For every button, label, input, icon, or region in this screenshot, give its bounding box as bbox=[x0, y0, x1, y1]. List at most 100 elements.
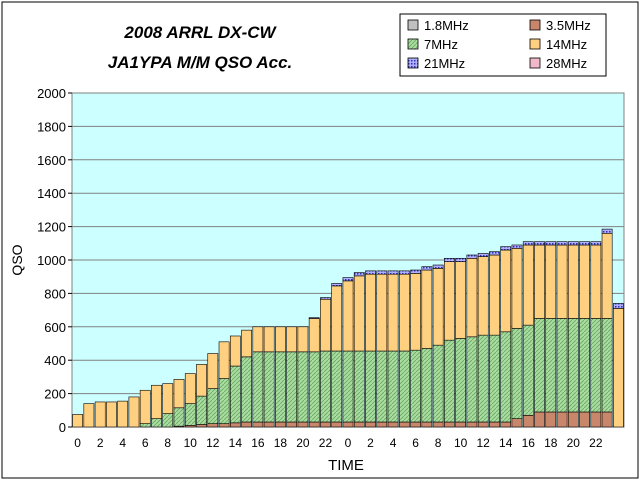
bar-segment-7mhz bbox=[477, 334, 489, 423]
x-tick-label: 12 bbox=[477, 436, 491, 450]
bar-segment-7mhz bbox=[207, 388, 219, 424]
bar-segment-21mhz bbox=[477, 253, 489, 257]
y-tick-label: 1400 bbox=[37, 186, 66, 201]
bar-segment-7mhz bbox=[331, 350, 343, 423]
bar-segment-3-5mhz bbox=[365, 421, 376, 428]
bar-segment-3-5mhz bbox=[489, 421, 500, 428]
bar-segment-7mhz bbox=[534, 318, 545, 413]
bar-segment-21mhz bbox=[455, 258, 467, 262]
bar-segment-3-5mhz bbox=[275, 421, 286, 428]
x-tick-label: 20 bbox=[567, 436, 581, 450]
bar-segment-3-5mhz bbox=[590, 411, 602, 428]
bar-segment-21mhz bbox=[466, 254, 478, 259]
bar-segment-3-5mhz bbox=[331, 421, 343, 428]
bar-segment-7mhz bbox=[511, 328, 523, 419]
y-tick-label: 400 bbox=[44, 353, 66, 368]
x-tick-label: 14 bbox=[499, 436, 513, 450]
bar-segment-14mhz bbox=[353, 275, 365, 352]
legend-label: 28MHz bbox=[546, 56, 587, 71]
bar-segment-7mhz bbox=[263, 351, 275, 423]
bar-segment-3-5mhz bbox=[534, 411, 545, 428]
bar-segment-14mhz bbox=[252, 326, 264, 353]
bar-segment-3-5mhz bbox=[556, 411, 568, 428]
bar-segment-3-5mhz bbox=[466, 421, 478, 428]
bar-segment-7mhz bbox=[275, 351, 286, 423]
bar-segment-14mhz bbox=[196, 364, 207, 397]
x-tick-label: 18 bbox=[274, 436, 288, 450]
bar-segment-3-5mhz bbox=[444, 421, 455, 428]
bar-segment-14mhz bbox=[207, 353, 219, 389]
bar-segment-3-5mhz bbox=[387, 421, 399, 428]
bar-segment-21mhz bbox=[590, 241, 602, 246]
legend-swatch bbox=[407, 19, 419, 31]
bar-segment-14mhz bbox=[612, 308, 624, 428]
y-tick-label: 800 bbox=[44, 286, 66, 301]
y-tick-label: 0 bbox=[59, 420, 66, 435]
y-tick-label: 600 bbox=[44, 320, 66, 335]
bar-segment-7mhz bbox=[353, 350, 365, 423]
bar-segment-21mhz bbox=[500, 246, 512, 251]
chart-title-line1: 2008 ARRL DX-CW bbox=[123, 23, 277, 42]
bar-segment-3-5mhz bbox=[455, 421, 467, 428]
bar-segment-14mhz bbox=[128, 396, 140, 428]
x-axis: 0 2 4 6 8 10 12 14 16 18 20 22 0 2 4 6 8 10 12 14 16 18 20 22 bbox=[74, 436, 603, 450]
x-tick-label: 12 bbox=[206, 436, 220, 450]
bar-segment-21mhz bbox=[398, 270, 410, 275]
bar-segment-21mhz bbox=[421, 266, 433, 271]
bar-segment-14mhz bbox=[511, 248, 523, 329]
bar-segment-3-5mhz bbox=[398, 421, 410, 428]
y-tick-label: 1000 bbox=[37, 253, 66, 268]
bar-segment-7mhz bbox=[376, 350, 388, 423]
x-tick-label: 8 bbox=[164, 436, 171, 450]
bar-segment-14mhz bbox=[139, 389, 151, 424]
y-tick-label: 2000 bbox=[37, 86, 66, 101]
x-tick-label: 16 bbox=[251, 436, 265, 450]
legend-label: 3.5MHz bbox=[546, 18, 591, 33]
bar-segment-3-5mhz bbox=[421, 421, 433, 428]
bar-segment-7mhz bbox=[218, 378, 230, 424]
bar-segment-7mhz bbox=[286, 351, 298, 423]
bar-segment-14mhz bbox=[601, 232, 613, 319]
bar-segment-14mhz bbox=[218, 341, 230, 379]
bar-segment-14mhz bbox=[151, 384, 162, 419]
bar-segment-14mhz bbox=[94, 401, 106, 428]
bar-segment-7mhz bbox=[229, 365, 241, 424]
bar-segment-14mhz bbox=[117, 400, 129, 428]
bar-segment-21mhz bbox=[579, 241, 590, 246]
bar-segment-3-5mhz bbox=[229, 422, 241, 428]
bar-segment-21mhz bbox=[534, 241, 545, 246]
bar-segment-21mhz bbox=[545, 241, 557, 246]
bar-segment-14mhz bbox=[83, 403, 95, 428]
bar-segment-14mhz bbox=[432, 268, 444, 346]
bar-segment-7mhz bbox=[522, 324, 534, 416]
bar-segment-21mhz bbox=[511, 244, 523, 249]
bar-segment-3-5mhz bbox=[241, 421, 252, 428]
x-tick-label: 2 bbox=[97, 436, 104, 450]
bar-segment-21mhz bbox=[432, 264, 444, 269]
y-axis: 0 200 400 600 800 1000 1200 1400 1600 1800 2000 bbox=[37, 86, 72, 435]
x-tick-label: 10 bbox=[184, 436, 198, 450]
bar-segment-14mhz bbox=[421, 269, 433, 349]
y-tick-label: 1600 bbox=[37, 153, 66, 168]
bar-segment-3-5mhz bbox=[308, 421, 320, 428]
bar-segment-7mhz bbox=[184, 403, 196, 426]
bar-segment-21mhz bbox=[308, 317, 320, 319]
bar-segment-14mhz bbox=[320, 298, 331, 352]
x-tick-label: 14 bbox=[229, 436, 243, 450]
bar-segment-21mhz bbox=[387, 270, 399, 275]
bar-segment-3-5mhz bbox=[522, 415, 534, 428]
legend: 1.8MHz 3.5MHz 7MHz 14MHz 21MHz 28MHz bbox=[399, 13, 607, 77]
bar-segment-3-5mhz bbox=[511, 418, 523, 428]
bar-segment-21mhz bbox=[601, 228, 613, 234]
bar-segment-21mhz bbox=[353, 272, 365, 277]
bar-segment-3-5mhz bbox=[410, 421, 421, 428]
bar-segment-21mhz bbox=[342, 277, 354, 282]
bar-segment-14mhz bbox=[545, 244, 557, 319]
bar-segment-14mhz bbox=[308, 318, 320, 353]
bar-segment-14mhz bbox=[556, 244, 568, 319]
bar-segment-7mhz bbox=[297, 351, 309, 423]
bar-segment-7mhz bbox=[466, 336, 478, 423]
bar-segment-7mhz bbox=[590, 318, 602, 413]
bar-segment-7mhz bbox=[489, 334, 500, 423]
x-tick-label: 0 bbox=[345, 436, 352, 450]
